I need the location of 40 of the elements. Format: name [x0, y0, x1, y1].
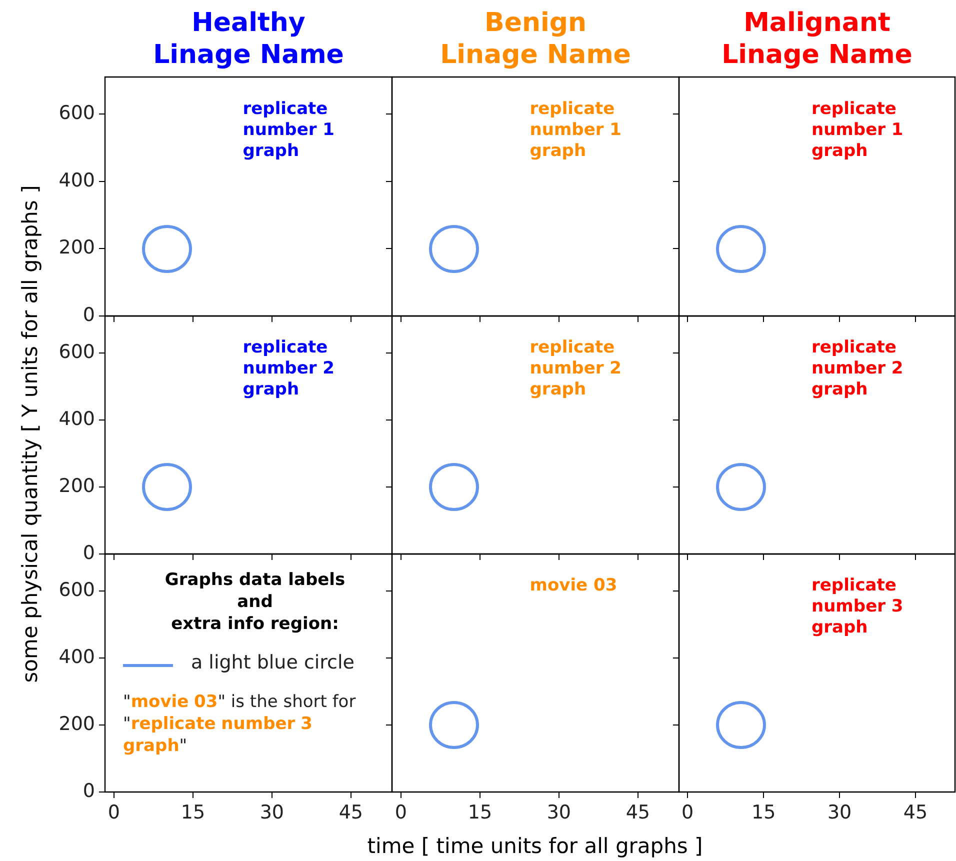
y-tick-label: 600	[58, 102, 95, 124]
y-axis-title: some physical quantity [ Y units for all graphs ]	[18, 185, 42, 683]
annotation: replicate number 1 graph	[811, 98, 904, 161]
annotation: replicate number 2 graph	[811, 338, 904, 400]
y-tick-label: 600	[58, 340, 95, 363]
x-tick-label: 15	[751, 801, 776, 824]
annotation: a light blue circle	[191, 651, 354, 674]
annotation: movie 03	[530, 576, 618, 596]
y-tick-label: 0	[82, 780, 95, 802]
y-tick-label: 400	[58, 169, 95, 192]
y-tick-label: 400	[58, 408, 95, 430]
y-tick-label: 200	[58, 712, 95, 735]
x-tick-label: 0	[394, 801, 407, 824]
x-tick-label: 30	[546, 801, 572, 824]
legend-title: Graphs data labels and extra info region:	[164, 570, 346, 634]
x-axis-title: time [ time units for all graphs ]	[367, 834, 703, 858]
y-tick-label: 200	[58, 236, 95, 259]
x-tick-label: 45	[626, 801, 650, 824]
x-tick-label: 15	[180, 801, 206, 824]
annotation: replicate number 1 graph	[242, 98, 335, 161]
x-tick-label: 45	[338, 801, 364, 824]
text: "movie 03" is the short for "replicate number 3 graph"	[123, 692, 356, 756]
chart-title: Benign Linage Name	[439, 7, 632, 71]
annotation: replicate number 2 graph	[530, 338, 622, 400]
annotation: replicate number 2 graph	[242, 338, 335, 400]
x-tick-label: 15	[468, 801, 492, 824]
x-tick-label: 30	[827, 801, 852, 824]
y-tick-label: 0	[82, 542, 95, 564]
y-tick-label: 600	[58, 578, 95, 601]
x-tick-label: 0	[682, 801, 694, 824]
chart-title: Healthy Linage Name	[152, 7, 345, 71]
chart-title: Malignant Linage Name	[720, 7, 914, 71]
y-tick-label: 0	[82, 304, 95, 326]
x-tick-label: 45	[903, 801, 928, 824]
x-tick-label: 0	[108, 801, 120, 824]
y-tick-label: 200	[58, 474, 95, 497]
y-tick-label: 400	[58, 646, 95, 668]
x-tick-label: 30	[260, 801, 284, 824]
annotation: replicate number 3 graph	[811, 576, 904, 638]
annotation: replicate number 1 graph	[530, 98, 622, 161]
